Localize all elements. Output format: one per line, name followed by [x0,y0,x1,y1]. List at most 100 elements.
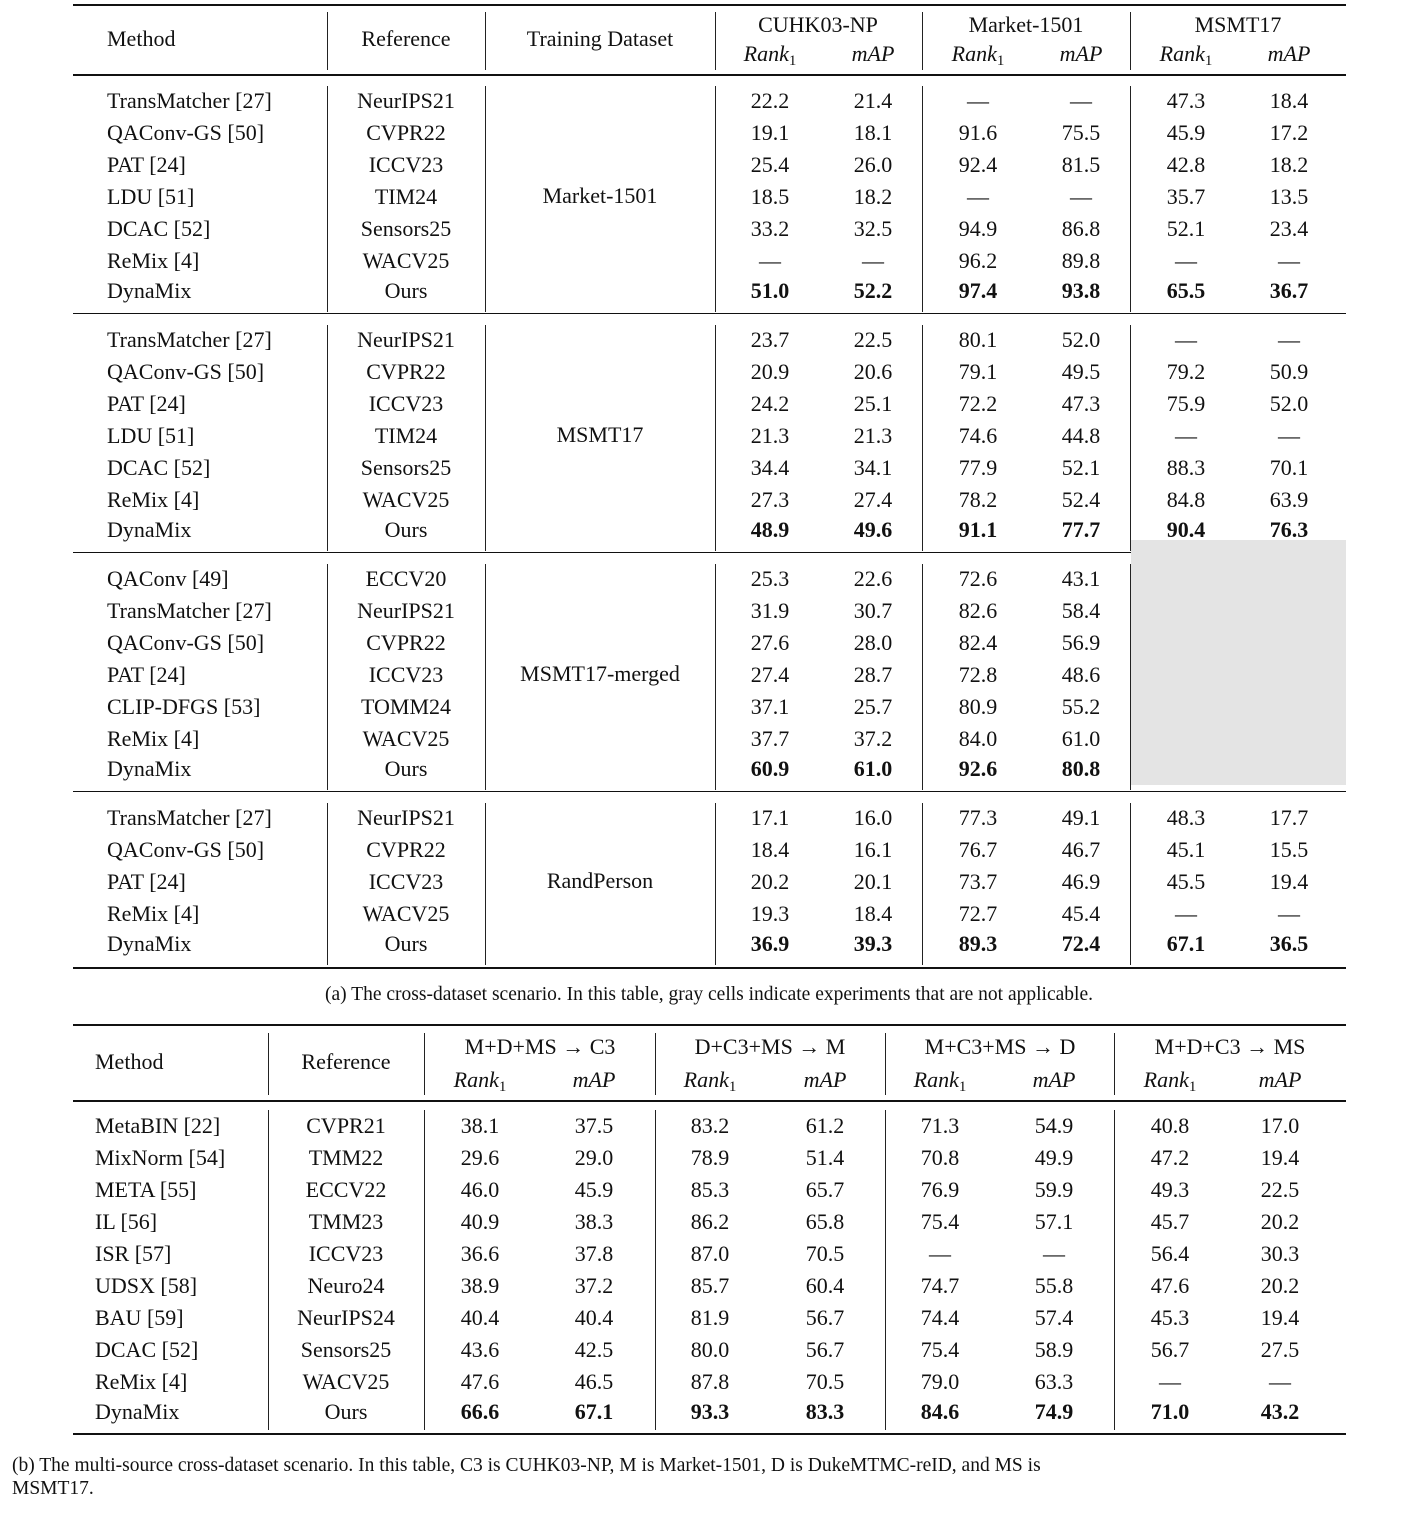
setting-header: M+D+MS → C3 [464,1034,616,1059]
rank-subscript: 1 [996,53,1005,69]
metric-value: — [1070,184,1092,209]
metric-value: 36.6 [460,1241,500,1266]
metric-value: 29.6 [460,1145,500,1170]
rank-label: Rank [913,1067,959,1092]
metric-value: 56.7 [1150,1337,1190,1362]
method-name: IL [56] [95,1209,158,1234]
metric-value: 67.1 [574,1399,614,1424]
metric-value: 81.5 [1061,152,1101,177]
metric-value: — [1175,327,1197,352]
metric-value: 92.4 [958,152,998,177]
map-header: mAP [1258,1067,1302,1092]
metric-value: 93.3 [690,1399,730,1424]
metric-value: 75.5 [1061,120,1101,145]
metric-value: 79.1 [958,359,998,384]
column-divider [424,1110,426,1430]
metric-value: 17.2 [1269,120,1309,145]
reference: Sensors25 [360,216,452,241]
metric-value: 49.5 [1061,359,1101,384]
method-name: LDU [51] [107,423,195,448]
metric-value: 83.2 [690,1113,730,1138]
metric-value: — [1269,1369,1291,1394]
metric-value: 20.2 [1260,1209,1300,1234]
metric-value: 49.3 [1150,1177,1190,1202]
metric-value: 70.1 [1269,455,1309,480]
map-header: mAP [1032,1067,1076,1092]
metric-value: 57.1 [1034,1209,1074,1234]
metric-value: — [759,248,781,273]
metric-value: 18.4 [750,837,790,862]
column-divider [485,803,487,965]
reference: NeurIPS21 [357,805,455,830]
metric-value: 52.0 [1269,391,1309,416]
method-name: ReMix [4] [107,248,200,273]
method-name: TransMatcher [27] [107,598,272,623]
metric-value: 48.9 [750,517,790,542]
method-name: ReMix [4] [107,726,200,751]
metric-value: 37.5 [574,1113,614,1138]
column-divider [922,325,924,551]
metric-value: 52.2 [853,278,893,303]
rank-label: Rank [453,1067,499,1092]
method-name: UDSX [58] [95,1273,198,1298]
reference: TOMM24 [360,694,452,719]
metric-value: 47.3 [1061,391,1101,416]
metric-value: 79.0 [920,1369,960,1394]
metric-value: 48.3 [1166,805,1206,830]
method-name: DCAC [52] [107,216,211,241]
metric-value: 45.1 [1166,837,1206,862]
method-name: DynaMix [107,278,192,303]
metric-value: — [967,88,989,113]
metric-value: 21.4 [853,88,893,113]
metric-value: 86.8 [1061,216,1101,241]
metric-value: 75.4 [920,1337,960,1362]
method-name: PAT [24] [107,152,186,177]
method-header: Method [107,26,176,51]
metric-value: — [1175,901,1197,926]
metric-value: 77.9 [958,455,998,480]
map-header: mAP [572,1067,616,1092]
metric-value: 72.6 [958,566,998,591]
rank1-header: Rank1 [952,41,1005,69]
column-divider [327,325,329,551]
metric-value: 65.8 [805,1209,845,1234]
metric-value: 37.2 [853,726,893,751]
metric-value: 20.2 [1260,1273,1300,1298]
method-name: DCAC [52] [107,455,211,480]
bottom-rule [73,967,1346,970]
rank-subscript: 1 [1204,53,1213,69]
column-divider [327,564,329,790]
metric-value: 55.2 [1061,694,1101,719]
metric-value: 80.9 [958,694,998,719]
metric-value: — [862,248,884,273]
metric-value: 84.6 [920,1399,960,1424]
rank-subscript: 1 [728,1079,737,1095]
metric-value: 25.1 [853,391,893,416]
metric-value: 24.2 [750,391,790,416]
metric-value: 74.6 [958,423,998,448]
method-name: PAT [24] [107,662,186,687]
group-rule [73,552,1346,554]
metric-value: 13.5 [1269,184,1309,209]
column-divider [485,564,487,790]
reference: Ours [324,1399,368,1424]
metric-value: 73.7 [958,869,998,894]
metric-value: 85.7 [690,1273,730,1298]
metric-value: 90.4 [1166,517,1206,542]
metric-value: 48.6 [1061,662,1101,687]
reference: TIM24 [374,184,438,209]
metric-value: 87.8 [690,1369,730,1394]
column-divider [1130,564,1132,790]
group-rule [73,791,1346,793]
column-divider [715,564,717,790]
metric-value: 61.2 [805,1113,845,1138]
metric-value: 87.0 [690,1241,730,1266]
metric-value: — [1175,423,1197,448]
reference: WACV25 [362,726,450,751]
column-divider [485,86,487,312]
metric-value: 56.4 [1150,1241,1190,1266]
column-divider [1130,12,1132,70]
header-rule [73,74,1346,76]
test-set-header: MSMT17 [1194,12,1282,37]
table-b-caption: MSMT17. [12,1478,94,1499]
